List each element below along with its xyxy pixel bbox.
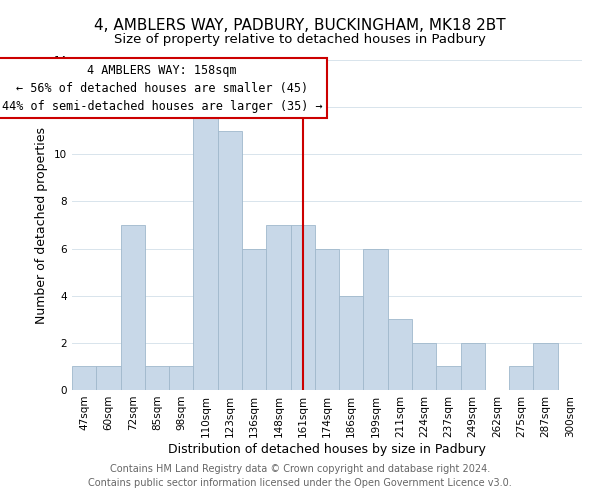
Bar bbox=[436, 366, 461, 390]
Bar bbox=[266, 225, 290, 390]
Bar bbox=[218, 130, 242, 390]
Bar bbox=[193, 107, 218, 390]
Y-axis label: Number of detached properties: Number of detached properties bbox=[35, 126, 49, 324]
Bar bbox=[96, 366, 121, 390]
Bar bbox=[461, 343, 485, 390]
Text: Size of property relative to detached houses in Padbury: Size of property relative to detached ho… bbox=[114, 32, 486, 46]
Bar bbox=[145, 366, 169, 390]
Bar bbox=[509, 366, 533, 390]
Text: 4, AMBLERS WAY, PADBURY, BUCKINGHAM, MK18 2BT: 4, AMBLERS WAY, PADBURY, BUCKINGHAM, MK1… bbox=[94, 18, 506, 32]
Text: 4 AMBLERS WAY: 158sqm
← 56% of detached houses are smaller (45)
44% of semi-deta: 4 AMBLERS WAY: 158sqm ← 56% of detached … bbox=[2, 64, 322, 112]
X-axis label: Distribution of detached houses by size in Padbury: Distribution of detached houses by size … bbox=[168, 442, 486, 456]
Bar bbox=[290, 225, 315, 390]
Text: Contains HM Land Registry data © Crown copyright and database right 2024.
Contai: Contains HM Land Registry data © Crown c… bbox=[88, 464, 512, 487]
Bar bbox=[72, 366, 96, 390]
Bar bbox=[169, 366, 193, 390]
Bar bbox=[242, 248, 266, 390]
Bar bbox=[364, 248, 388, 390]
Bar bbox=[533, 343, 558, 390]
Bar bbox=[388, 320, 412, 390]
Bar bbox=[339, 296, 364, 390]
Bar bbox=[121, 225, 145, 390]
Bar bbox=[412, 343, 436, 390]
Bar bbox=[315, 248, 339, 390]
